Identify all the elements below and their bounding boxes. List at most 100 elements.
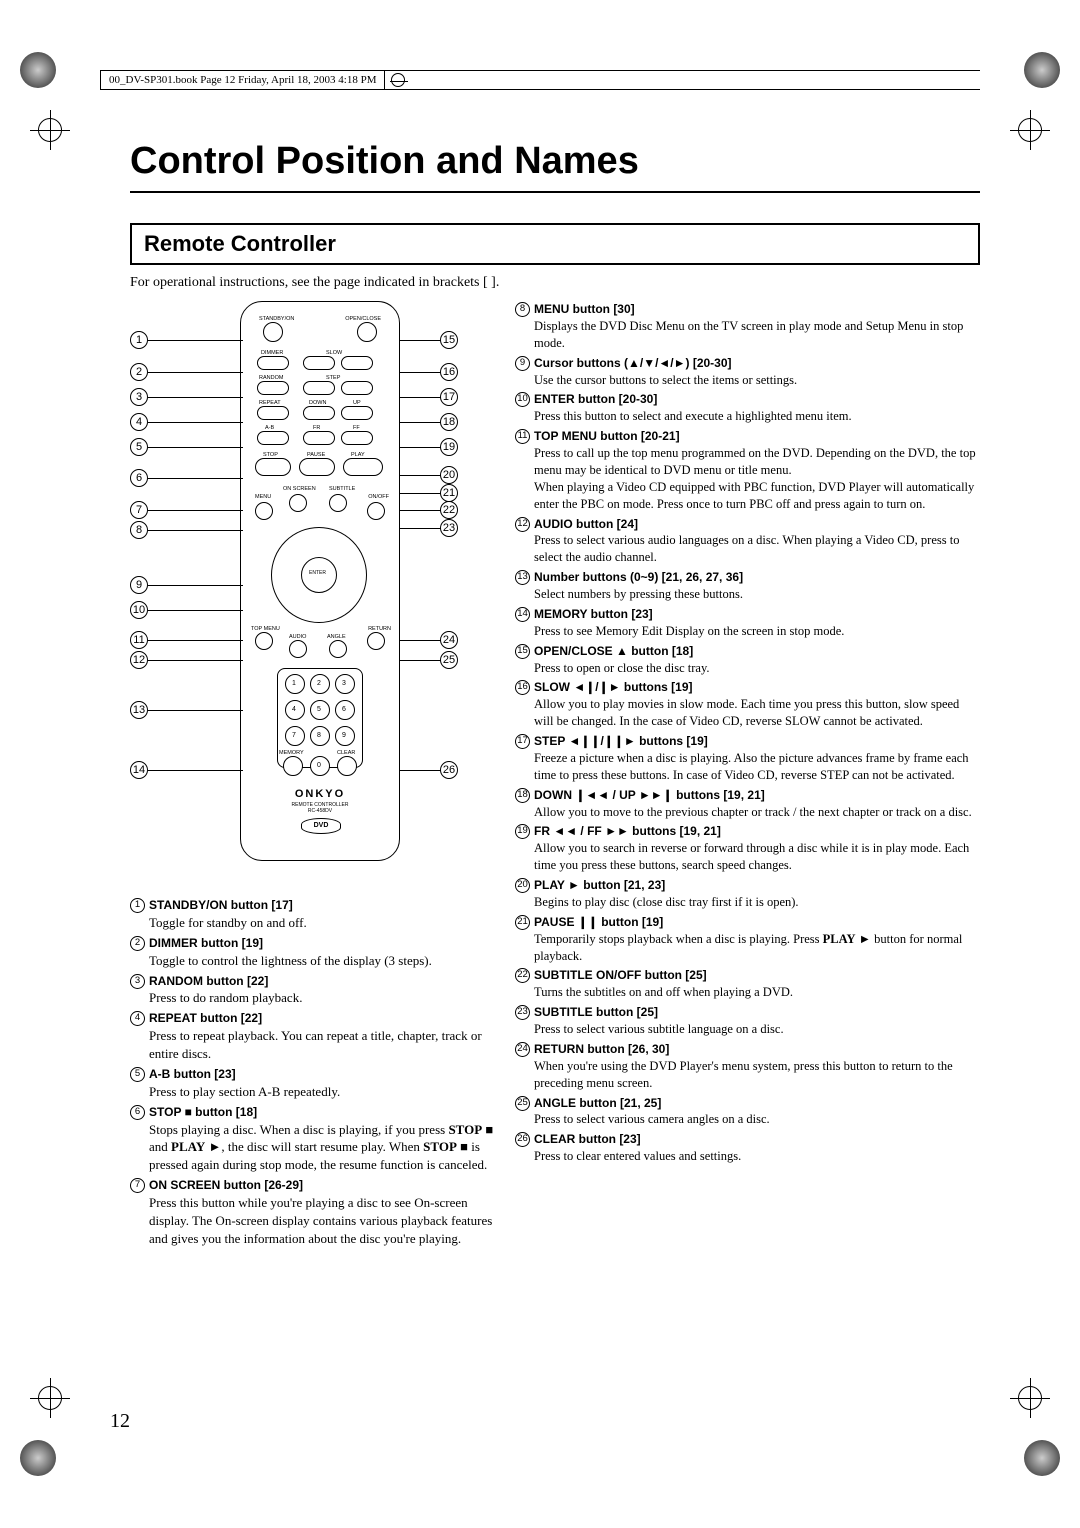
item-title: STEP ◄❙❙/❙❙► buttons [19]	[534, 734, 708, 748]
lbl-menu: MENU	[255, 494, 271, 500]
item-title: MENU button [30]	[534, 302, 635, 316]
description-item: 21PAUSE ❙❙ button [19]Temporarily stops …	[515, 914, 980, 965]
item-desc: Press this button while you're playing a…	[149, 1195, 492, 1246]
callout-number: 19	[440, 438, 458, 456]
item-desc: Allow you to play movies in slow mode. E…	[534, 697, 959, 728]
crop-mark-bl	[20, 1440, 56, 1476]
callout-number: 17	[440, 388, 458, 406]
left-column: STANDBY/ON OPEN/CLOSE DIMMER SLOW RANDOM…	[130, 301, 495, 1251]
item-number: 22	[515, 968, 530, 983]
header-text: 00_DV-SP301.book Page 12 Friday, April 1…	[100, 71, 385, 89]
description-item: 19FR ◄◄ / FF ►► buttons [19, 21]Allow yo…	[515, 823, 980, 874]
crop-mark-br	[1024, 1440, 1060, 1476]
item-desc: Displays the DVD Disc Menu on the TV scr…	[534, 319, 963, 350]
btn-random	[257, 381, 289, 395]
item-number: 15	[515, 644, 530, 659]
callout-number: 21	[440, 484, 458, 502]
btn-pause	[299, 458, 335, 476]
callout-number: 13	[130, 701, 148, 719]
n1: 1	[292, 680, 296, 687]
btn-menu	[255, 502, 273, 520]
description-item: 17STEP ◄❙❙/❙❙► buttons [19]Freeze a pict…	[515, 733, 980, 784]
description-item: 1STANDBY/ON button [17]Toggle for standb…	[130, 897, 495, 932]
right-column: 8 MENU button [30] Displays the DVD Disc M…	[515, 301, 980, 1251]
description-item: 3RANDOM button [22]Press to do random pl…	[130, 973, 495, 1008]
callout-number: 14	[130, 761, 148, 779]
callout-line	[148, 770, 243, 771]
lbl-return: RETURN	[368, 626, 391, 632]
item-desc: Press to call up the top menu programmed…	[534, 446, 976, 511]
callout-line	[148, 585, 243, 586]
callout-number: 22	[440, 501, 458, 519]
item-desc: Press this button to select and execute …	[534, 409, 852, 423]
description-item: 10ENTER button [20-30]Press this button …	[515, 391, 980, 425]
item-number: 9	[515, 356, 530, 371]
header-ring-icon	[391, 73, 405, 87]
item-title: DOWN ❙◄◄ / UP ►►❙ buttons [19, 21]	[534, 788, 765, 802]
item-number: 11	[515, 429, 530, 444]
btn-stop	[255, 458, 291, 476]
item-title: DIMMER button [19]	[149, 936, 263, 950]
callout-line	[148, 422, 243, 423]
callout-number: 1	[130, 331, 148, 349]
n8: 8	[317, 732, 321, 739]
callout-line	[148, 340, 243, 341]
item-number: 6	[130, 1105, 145, 1120]
item-number: 8	[515, 302, 530, 317]
description-item: 13Number buttons (0~9) [21, 26, 27, 36]S…	[515, 569, 980, 603]
item-number: 13	[515, 570, 530, 585]
btn-return	[367, 632, 385, 650]
callout-line	[400, 447, 445, 448]
description-item: 12AUDIO button [24]Press to select vario…	[515, 516, 980, 567]
item-desc: Press to see Memory Edit Display on the …	[534, 624, 844, 638]
item-desc: Begins to play disc (close disc tray fir…	[534, 895, 799, 909]
description-item: 2DIMMER button [19]Toggle to control the…	[130, 935, 495, 970]
callout-line	[400, 493, 445, 494]
item-title: SLOW ◄❙/❙► buttons [19]	[534, 680, 693, 694]
btn-topmenu	[255, 632, 273, 650]
callout-line	[400, 422, 445, 423]
callout-number: 6	[130, 469, 148, 487]
callout-number: 16	[440, 363, 458, 381]
item-title: AUDIO button [24]	[534, 517, 638, 531]
page-content: Control Position and Names Remote Contro…	[130, 140, 980, 1398]
section-title: Remote Controller	[130, 223, 980, 265]
callout-line	[400, 340, 445, 341]
btn-memory	[283, 756, 303, 776]
callout-line	[148, 510, 243, 511]
btn-step-r	[341, 381, 373, 395]
btn-step-l	[303, 381, 335, 395]
item-number: 26	[515, 1132, 530, 1147]
item-desc: Select numbers by pressing these buttons…	[534, 587, 743, 601]
n4: 4	[292, 706, 296, 713]
item-desc: When you're using the DVD Player's menu …	[534, 1059, 953, 1090]
callout-line	[148, 397, 243, 398]
description-item: 11TOP MENU button [20-21]Press to call u…	[515, 428, 980, 512]
item-number: 2	[130, 936, 145, 951]
description-item: 16SLOW ◄❙/❙► buttons [19]Allow you to pl…	[515, 679, 980, 730]
btn-dimmer	[257, 356, 289, 370]
crop-mark-tl	[20, 52, 56, 88]
callout-number: 2	[130, 363, 148, 381]
page-number: 12	[110, 1410, 130, 1433]
item-number: 12	[515, 517, 530, 532]
dvd-logo-icon: DVD	[301, 818, 341, 834]
callout-line	[400, 475, 445, 476]
item-desc: Freeze a picture when a disc is playing.…	[534, 751, 969, 782]
brand: ONKYO	[241, 788, 399, 800]
btn-angle	[329, 640, 347, 658]
item-desc: Temporarily stops playback when a disc i…	[534, 932, 962, 963]
item-desc: Press to play section A-B repeatedly.	[149, 1084, 340, 1099]
callout-line	[400, 640, 445, 641]
callout-line	[148, 610, 243, 611]
description-item: 9Cursor buttons (▲/▼/◄/►) [20-30]Use the…	[515, 355, 980, 389]
item-number: 3	[130, 974, 145, 989]
right-descriptions: 8 MENU button [30] Displays the DVD Disc M…	[515, 301, 980, 1165]
callout-line	[400, 770, 445, 771]
item-title: ANGLE button [21, 25]	[534, 1096, 661, 1110]
btn-fr	[303, 431, 335, 445]
btn-openclose	[357, 322, 377, 342]
item-desc: Turns the subtitles on and off when play…	[534, 985, 793, 999]
item-number: 19	[515, 824, 530, 839]
callout-number: 9	[130, 576, 148, 594]
